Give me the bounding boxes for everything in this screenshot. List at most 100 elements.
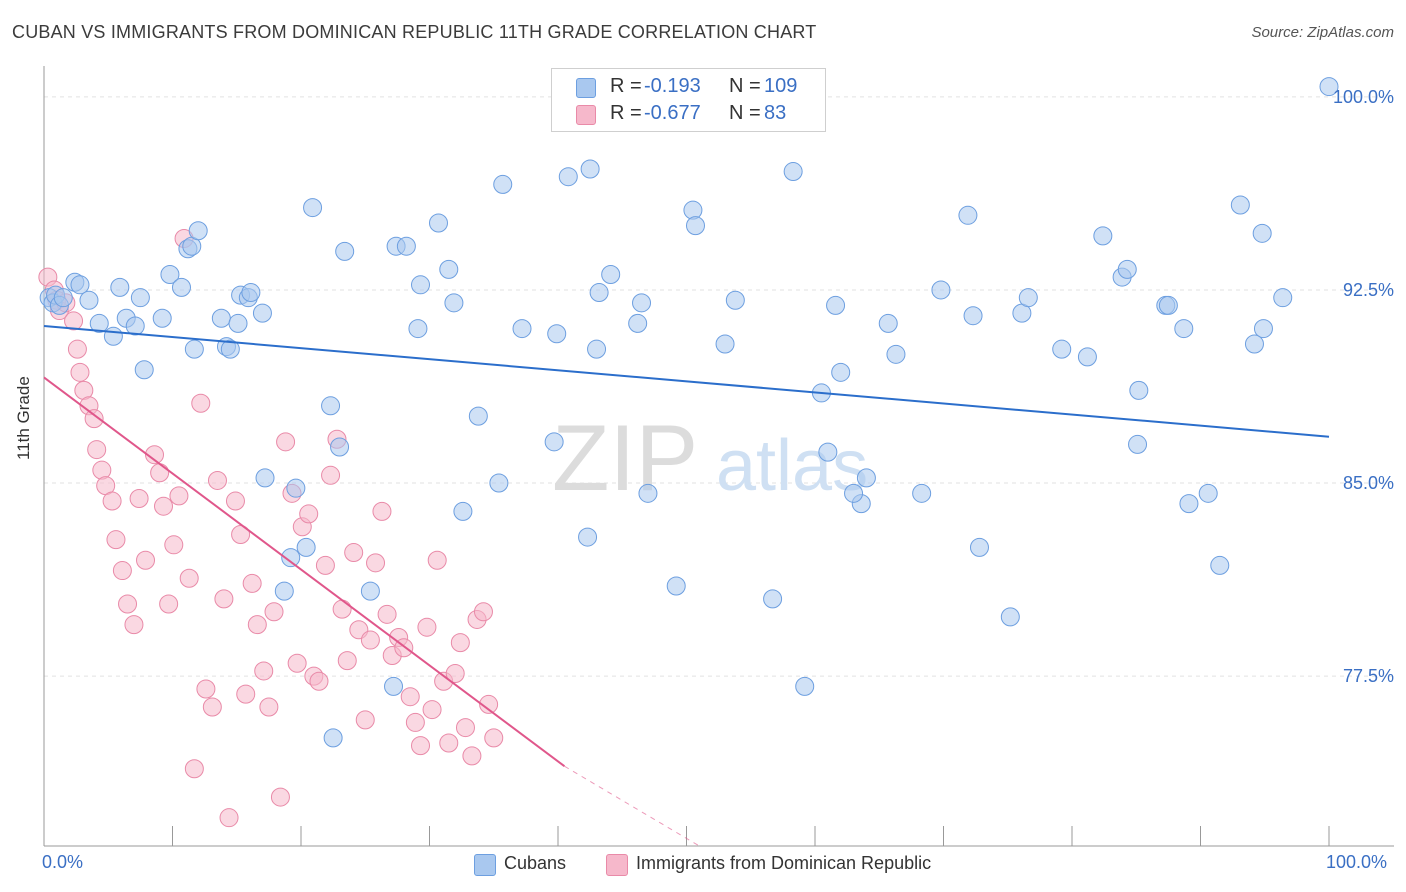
r-label: R =: [610, 75, 642, 97]
cuban-point: [130, 288, 150, 308]
dominican-point: [450, 633, 470, 653]
cuban-point: [558, 167, 578, 187]
cuban-point: [184, 339, 204, 359]
cuban-point: [763, 589, 783, 609]
dominican-point: [159, 594, 179, 614]
dominican-point: [84, 409, 104, 429]
dominican-trend-extension: [564, 765, 700, 847]
cuban-point: [844, 483, 864, 503]
cuban-point: [411, 275, 431, 295]
cuban-point: [1179, 494, 1199, 514]
cuban-point: [1174, 319, 1194, 339]
cubans-trend-line: [43, 325, 1330, 438]
dominican-point: [400, 687, 420, 707]
dominican-point: [191, 393, 211, 413]
cuban-point: [1093, 226, 1113, 246]
dominican-point: [102, 491, 122, 511]
dominican-point: [417, 617, 437, 637]
cuban-point: [1129, 380, 1149, 400]
cuban-point: [220, 339, 240, 359]
cuban-point: [1210, 555, 1230, 575]
dominican-point: [154, 496, 174, 516]
cuban-point: [493, 174, 513, 194]
y-tick-labels: 77.5% 85.0% 92.5% 100.0%: [1333, 87, 1394, 686]
dominican-point: [112, 561, 132, 581]
dominican-point: [202, 697, 222, 717]
dominican-point: [129, 488, 149, 508]
cuban-point: [580, 159, 600, 179]
cuban-point: [274, 581, 294, 601]
dominican-point: [366, 553, 386, 573]
cuban-point: [188, 221, 208, 241]
dominican-point: [484, 728, 504, 748]
cuban-point: [360, 581, 380, 601]
dominican-point: [377, 604, 397, 624]
cuban-point: [715, 334, 735, 354]
chart-source: Source: ZipAtlas.com: [1251, 24, 1394, 41]
chart-title: CUBAN VS IMMIGRANTS FROM DOMINICAN REPUB…: [12, 22, 817, 42]
dominican-swatch: [576, 105, 596, 125]
cuban-point: [912, 483, 932, 503]
cuban-point: [489, 473, 509, 493]
dominican-point: [344, 543, 364, 563]
legend-label-dominican: Immigrants from Dominican Republic: [636, 853, 932, 873]
cuban-point: [323, 728, 343, 748]
dominican-point: [270, 787, 290, 807]
cuban-point: [1253, 319, 1273, 339]
dominican-point: [462, 746, 482, 766]
dominican-point: [276, 432, 296, 452]
x-tick-label-min: 0.0%: [42, 852, 84, 872]
cuban-point: [1000, 607, 1020, 627]
cubans-swatch: [474, 854, 496, 876]
cuban-point: [152, 308, 172, 328]
cuban-point: [1319, 77, 1339, 97]
cuban-point: [958, 205, 978, 225]
cuban-point: [818, 442, 838, 462]
dominican-trend-line: [43, 376, 566, 767]
dominican-point: [355, 710, 375, 730]
cuban-point: [70, 275, 90, 295]
cuban-point: [103, 326, 123, 346]
cuban-point: [1018, 288, 1038, 308]
cuban-point: [969, 537, 989, 557]
cuban-point: [384, 676, 404, 696]
cuban-point: [795, 676, 815, 696]
cuban-point: [53, 288, 73, 308]
cubans-swatch: [576, 78, 596, 98]
cuban-point: [1158, 295, 1178, 315]
y-tick-label: 92.5%: [1343, 280, 1394, 300]
dominican-point: [67, 339, 87, 359]
cuban-point: [228, 313, 248, 333]
trend-layer: [43, 325, 1330, 847]
cuban-point: [1198, 483, 1218, 503]
cuban-point: [134, 360, 154, 380]
cuban-point: [252, 303, 272, 323]
cuban-point: [303, 198, 323, 218]
cuban-point: [255, 468, 275, 488]
y-axis-label: 11th Grade: [14, 376, 33, 460]
cuban-point: [725, 290, 745, 310]
cuban-point: [666, 576, 686, 596]
r-value: -0.193: [644, 75, 701, 97]
cuban-point: [1077, 347, 1097, 367]
dominican-point: [236, 684, 256, 704]
dominican-point: [64, 311, 84, 331]
dominican-point: [254, 661, 274, 681]
cuban-point: [79, 290, 99, 310]
cuban-point: [587, 339, 607, 359]
y-tick-label: 100.0%: [1333, 87, 1394, 107]
cuban-point: [439, 259, 459, 279]
cuban-point: [1273, 288, 1293, 308]
dominican-point: [332, 599, 352, 619]
dominican-point: [360, 630, 380, 650]
dominican-point: [299, 504, 319, 524]
dominican-point: [70, 362, 90, 382]
x-tick-label-max: 100.0%: [1326, 852, 1388, 872]
dominican-point: [169, 486, 189, 506]
cuban-point: [512, 319, 532, 339]
cuban-point: [241, 283, 261, 303]
dominican-point: [214, 589, 234, 609]
dominican-point: [479, 694, 499, 714]
cuban-point: [110, 277, 130, 297]
dominican-point: [427, 550, 447, 570]
